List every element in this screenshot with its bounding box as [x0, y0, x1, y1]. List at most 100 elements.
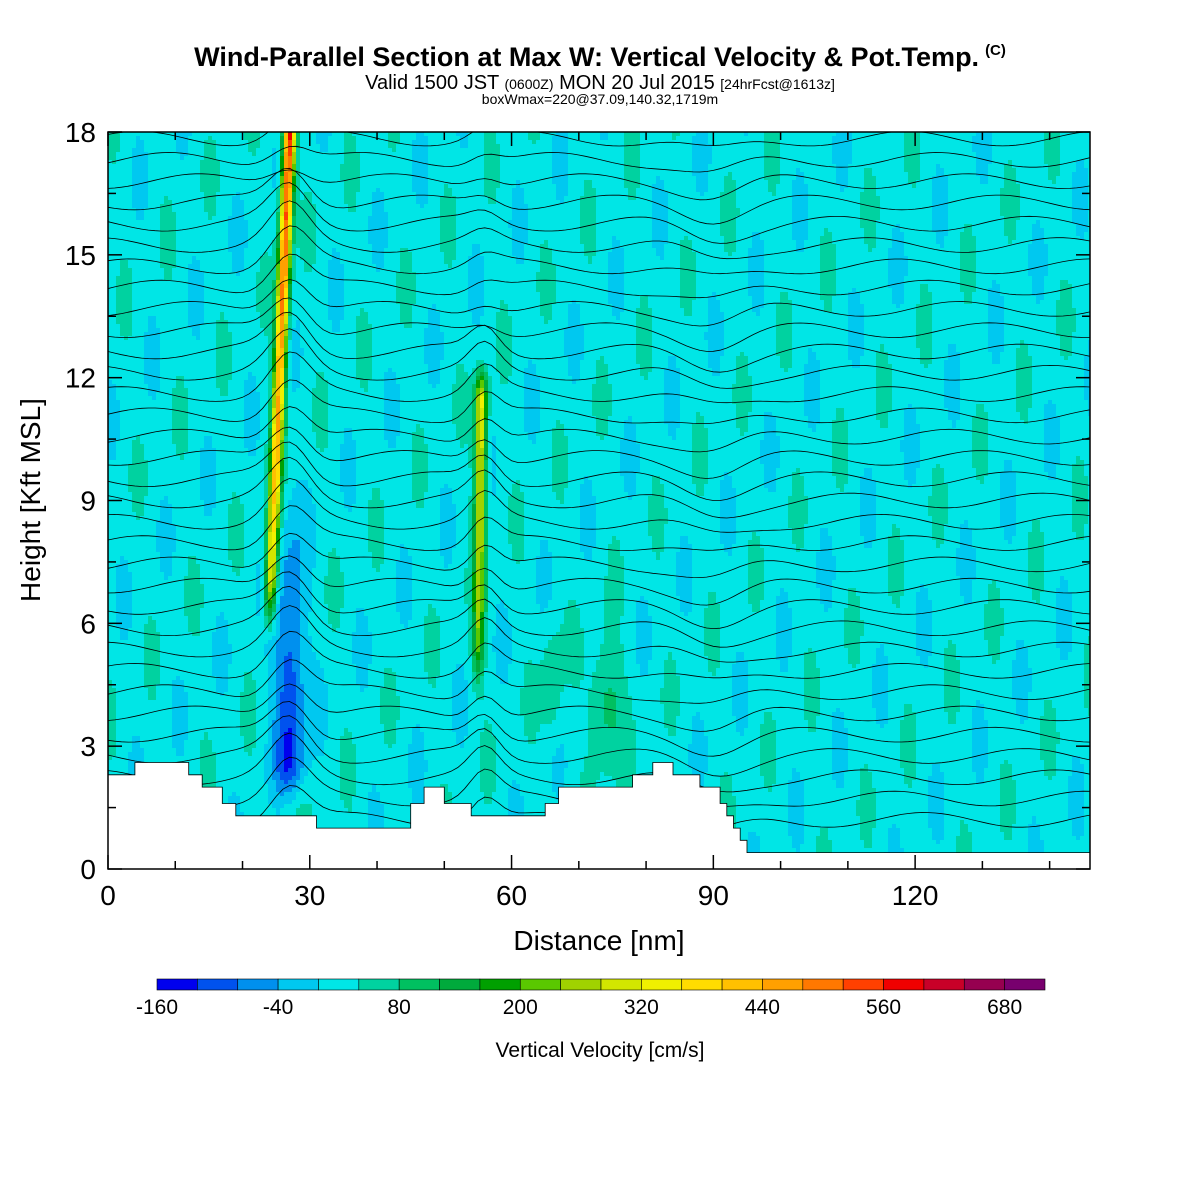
- field-cell: [264, 192, 269, 197]
- field-cell: [932, 136, 937, 141]
- field-cell: [748, 196, 753, 201]
- field-cell: [284, 136, 289, 141]
- field-cell: [608, 136, 613, 141]
- field-cell: [748, 152, 753, 157]
- field-cell: [764, 188, 769, 193]
- field-cell: [944, 208, 949, 213]
- field-cell: [696, 152, 701, 157]
- field-cell: [804, 164, 809, 169]
- field-cell: [528, 168, 533, 173]
- field-cell: [864, 160, 869, 165]
- field-cell: [600, 140, 605, 145]
- field-cell: [828, 204, 833, 209]
- field-cell: [484, 140, 489, 145]
- field-cell: [1060, 144, 1065, 149]
- field-cell: [172, 184, 177, 189]
- field-cell: [276, 156, 281, 161]
- field-cell: [632, 152, 637, 157]
- field-cell: [672, 156, 677, 161]
- field-cell: [168, 188, 173, 193]
- field-cell: [924, 156, 929, 161]
- field-cell: [372, 148, 377, 153]
- field-cell: [872, 196, 877, 201]
- field-cell: [996, 164, 1001, 169]
- field-cell: [1016, 176, 1021, 181]
- field-cell: [996, 144, 1001, 149]
- field-cell: [1004, 192, 1009, 197]
- field-cell: [800, 164, 805, 169]
- field-cell: [216, 176, 221, 181]
- field-cell: [744, 144, 749, 149]
- field-cell: [180, 204, 185, 209]
- field-cell: [328, 196, 333, 201]
- field-cell: [900, 196, 905, 201]
- field-cell: [488, 172, 493, 177]
- field-cell: [892, 208, 897, 213]
- field-cell: [1032, 180, 1037, 185]
- field-cell: [964, 168, 969, 173]
- field-cell: [1084, 172, 1089, 177]
- field-cell: [864, 208, 869, 213]
- field-cell: [436, 136, 441, 141]
- field-cell: [868, 172, 873, 177]
- field-cell: [744, 188, 749, 193]
- field-cell: [360, 156, 365, 161]
- field-cell: [396, 176, 401, 181]
- field-cell: [828, 172, 833, 177]
- field-cell: [896, 148, 901, 153]
- field-cell: [896, 164, 901, 169]
- field-cell: [976, 160, 981, 165]
- field-cell: [168, 164, 173, 169]
- field-cell: [560, 196, 565, 201]
- field-cell: [208, 208, 213, 213]
- field-cell: [732, 172, 737, 177]
- field-cell: [1060, 148, 1065, 153]
- field-cell: [832, 172, 837, 177]
- field-cell: [752, 148, 757, 153]
- field-cell: [412, 136, 417, 141]
- field-cell: [280, 164, 285, 169]
- field-cell: [368, 184, 373, 189]
- field-cell: [512, 136, 517, 141]
- field-cell: [336, 160, 341, 165]
- field-cell: [672, 172, 677, 177]
- field-cell: [664, 144, 669, 149]
- field-cell: [424, 192, 429, 197]
- field-cell: [1084, 160, 1089, 165]
- field-cell: [324, 156, 329, 161]
- field-cell: [1048, 180, 1053, 185]
- field-cell: [1008, 156, 1013, 161]
- field-cell: [176, 208, 181, 213]
- field-cell: [384, 160, 389, 165]
- field-cell: [1080, 168, 1085, 173]
- field-cell: [632, 168, 637, 173]
- field-cell: [196, 184, 201, 189]
- field-cell: [948, 160, 953, 165]
- field-cell: [464, 204, 469, 209]
- field-cell: [548, 192, 553, 197]
- field-cell: [672, 200, 677, 205]
- field-cell: [580, 148, 585, 153]
- field-cell: [708, 160, 713, 165]
- field-cell: [1064, 140, 1069, 145]
- field-cell: [612, 172, 617, 177]
- field-cell: [928, 156, 933, 161]
- field-cell: [480, 164, 485, 169]
- field-cell: [864, 148, 869, 153]
- field-cell: [132, 196, 137, 201]
- field-cell: [1060, 200, 1065, 205]
- field-cell: [344, 192, 349, 197]
- field-cell: [352, 180, 357, 185]
- field-cell: [552, 168, 557, 173]
- field-cell: [136, 144, 141, 149]
- field-cell: [664, 192, 669, 197]
- field-cell: [824, 200, 829, 205]
- field-cell: [724, 148, 729, 153]
- field-cell: [924, 160, 929, 165]
- field-cell: [916, 144, 921, 149]
- field-cell: [988, 200, 993, 205]
- field-cell: [728, 172, 733, 177]
- field-cell: [420, 168, 425, 173]
- field-cell: [604, 156, 609, 161]
- field-cell: [256, 164, 261, 169]
